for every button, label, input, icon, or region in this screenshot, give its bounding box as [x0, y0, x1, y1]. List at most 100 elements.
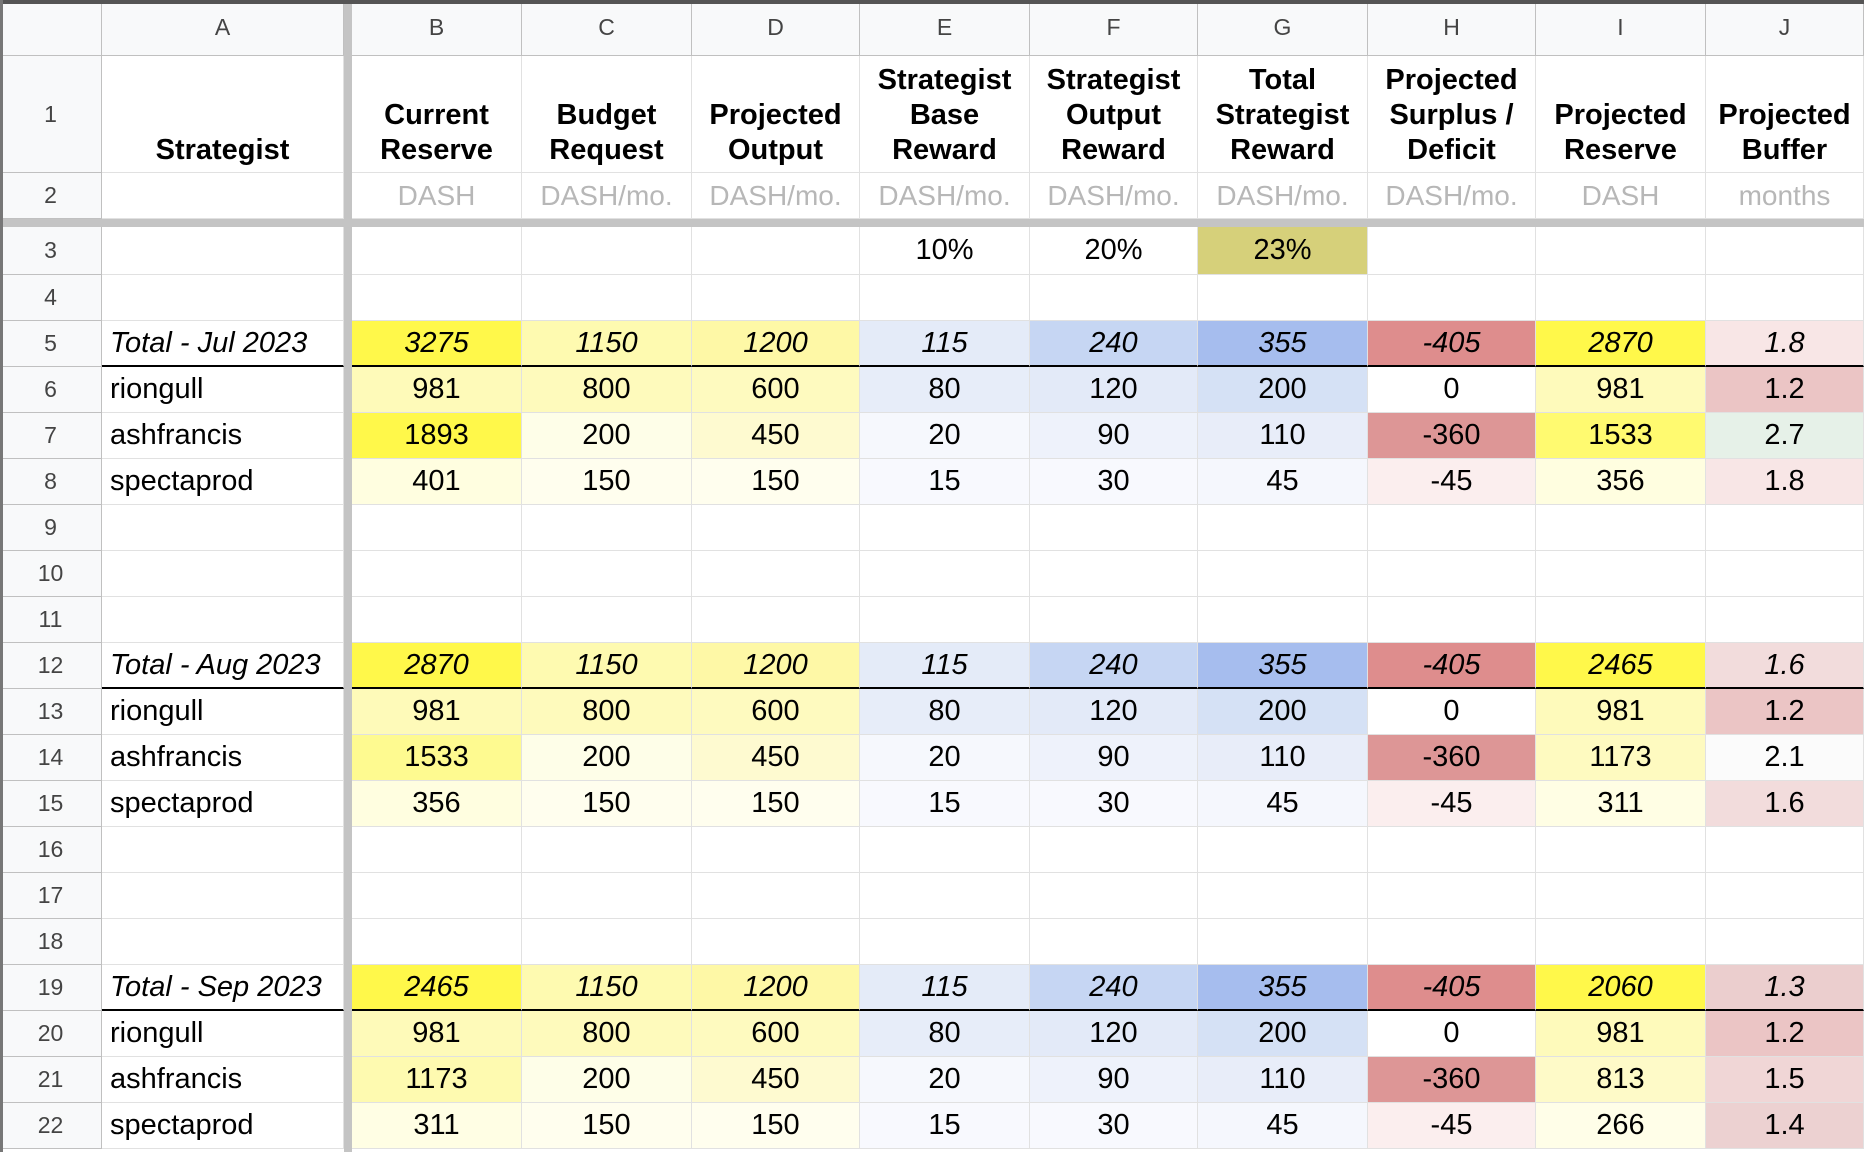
cell-a4[interactable] — [102, 275, 344, 321]
cell-c8[interactable]: 150 — [522, 459, 692, 505]
row-header-3[interactable]: 3 — [0, 227, 102, 275]
cell-g4[interactable] — [1198, 275, 1368, 321]
cell-f11[interactable] — [1030, 597, 1198, 643]
total-cell-g12[interactable]: 355 — [1198, 643, 1368, 689]
cell-c4[interactable] — [522, 275, 692, 321]
unit-cell-g[interactable]: DASH/mo. — [1198, 173, 1368, 219]
unit-cell-f[interactable]: DASH/mo. — [1030, 173, 1198, 219]
header-cell-j[interactable]: Projected Buffer — [1706, 56, 1864, 173]
cell-f7[interactable]: 90 — [1030, 413, 1198, 459]
row-header-7[interactable]: 7 — [0, 413, 102, 459]
cell-c6[interactable]: 800 — [522, 367, 692, 413]
total-cell-b5[interactable]: 3275 — [352, 321, 522, 367]
cell-f20[interactable]: 120 — [1030, 1011, 1198, 1057]
cell-c20[interactable]: 800 — [522, 1011, 692, 1057]
cell-h10[interactable] — [1368, 551, 1536, 597]
cell-a15[interactable]: spectaprod — [102, 781, 344, 827]
cell-b13[interactable]: 981 — [352, 689, 522, 735]
column-header-j[interactable]: J — [1706, 0, 1864, 56]
total-cell-c12[interactable]: 1150 — [522, 643, 692, 689]
cell-g15[interactable]: 45 — [1198, 781, 1368, 827]
cell-a3[interactable] — [102, 227, 344, 275]
cell-j11[interactable] — [1706, 597, 1864, 643]
cell-g8[interactable]: 45 — [1198, 459, 1368, 505]
cell-i17[interactable] — [1536, 873, 1706, 919]
total-cell-j5[interactable]: 1.8 — [1706, 321, 1864, 367]
cell-g20[interactable]: 200 — [1198, 1011, 1368, 1057]
cell-e10[interactable] — [860, 551, 1030, 597]
cell-d10[interactable] — [692, 551, 860, 597]
cell-d16[interactable] — [692, 827, 860, 873]
cell-i22[interactable]: 266 — [1536, 1103, 1706, 1149]
cell-d15[interactable]: 150 — [692, 781, 860, 827]
cell-d17[interactable] — [692, 873, 860, 919]
cell-e8[interactable]: 15 — [860, 459, 1030, 505]
cell-b21[interactable]: 1173 — [352, 1057, 522, 1103]
column-header-c[interactable]: C — [522, 0, 692, 56]
total-cell-d5[interactable]: 1200 — [692, 321, 860, 367]
cell-f21[interactable]: 90 — [1030, 1057, 1198, 1103]
cell-c21[interactable]: 200 — [522, 1057, 692, 1103]
cell-c13[interactable]: 800 — [522, 689, 692, 735]
cell-j10[interactable] — [1706, 551, 1864, 597]
cell-j4[interactable] — [1706, 275, 1864, 321]
cell-h11[interactable] — [1368, 597, 1536, 643]
total-cell-h12[interactable]: -405 — [1368, 643, 1536, 689]
total-cell-a19[interactable]: Total - Sep 2023 — [102, 965, 344, 1011]
row-header-14[interactable]: 14 — [0, 735, 102, 781]
total-cell-i5[interactable]: 2870 — [1536, 321, 1706, 367]
cell-b11[interactable] — [352, 597, 522, 643]
cell-f3[interactable]: 20% — [1030, 227, 1198, 275]
column-header-d[interactable]: D — [692, 0, 860, 56]
cell-i6[interactable]: 981 — [1536, 367, 1706, 413]
total-cell-i12[interactable]: 2465 — [1536, 643, 1706, 689]
cell-f14[interactable]: 90 — [1030, 735, 1198, 781]
cell-c14[interactable]: 200 — [522, 735, 692, 781]
column-header-b[interactable]: B — [352, 0, 522, 56]
cell-j22[interactable]: 1.4 — [1706, 1103, 1864, 1149]
cell-b17[interactable] — [352, 873, 522, 919]
cell-c15[interactable]: 150 — [522, 781, 692, 827]
cell-c16[interactable] — [522, 827, 692, 873]
cell-e15[interactable]: 15 — [860, 781, 1030, 827]
cell-a9[interactable] — [102, 505, 344, 551]
row-header-16[interactable]: 16 — [0, 827, 102, 873]
cell-e20[interactable]: 80 — [860, 1011, 1030, 1057]
cell-f22[interactable]: 30 — [1030, 1103, 1198, 1149]
cell-d20[interactable]: 600 — [692, 1011, 860, 1057]
cell-e18[interactable] — [860, 919, 1030, 965]
cell-g21[interactable]: 110 — [1198, 1057, 1368, 1103]
header-cell-g[interactable]: Total Strategist Reward — [1198, 56, 1368, 173]
cell-a20[interactable]: riongull — [102, 1011, 344, 1057]
cell-g3[interactable]: 23% — [1198, 227, 1368, 275]
cell-c7[interactable]: 200 — [522, 413, 692, 459]
cell-a21[interactable]: ashfrancis — [102, 1057, 344, 1103]
total-cell-a5[interactable]: Total - Jul 2023 — [102, 321, 344, 367]
cell-i21[interactable]: 813 — [1536, 1057, 1706, 1103]
cell-j21[interactable]: 1.5 — [1706, 1057, 1864, 1103]
total-cell-e12[interactable]: 115 — [860, 643, 1030, 689]
total-cell-f19[interactable]: 240 — [1030, 965, 1198, 1011]
cell-d9[interactable] — [692, 505, 860, 551]
cell-d4[interactable] — [692, 275, 860, 321]
cell-e21[interactable]: 20 — [860, 1057, 1030, 1103]
total-cell-c5[interactable]: 1150 — [522, 321, 692, 367]
cell-e7[interactable]: 20 — [860, 413, 1030, 459]
cell-c11[interactable] — [522, 597, 692, 643]
cell-f15[interactable]: 30 — [1030, 781, 1198, 827]
cell-h20[interactable]: 0 — [1368, 1011, 1536, 1057]
cell-b3[interactable] — [352, 227, 522, 275]
unit-cell-e[interactable]: DASH/mo. — [860, 173, 1030, 219]
cell-d21[interactable]: 450 — [692, 1057, 860, 1103]
cell-d14[interactable]: 450 — [692, 735, 860, 781]
row-header-6[interactable]: 6 — [0, 367, 102, 413]
cell-i16[interactable] — [1536, 827, 1706, 873]
cell-a7[interactable]: ashfrancis — [102, 413, 344, 459]
row-header-18[interactable]: 18 — [0, 919, 102, 965]
cell-f16[interactable] — [1030, 827, 1198, 873]
row-header-5[interactable]: 5 — [0, 321, 102, 367]
column-header-e[interactable]: E — [860, 0, 1030, 56]
cell-f18[interactable] — [1030, 919, 1198, 965]
cell-h8[interactable]: -45 — [1368, 459, 1536, 505]
cell-d6[interactable]: 600 — [692, 367, 860, 413]
